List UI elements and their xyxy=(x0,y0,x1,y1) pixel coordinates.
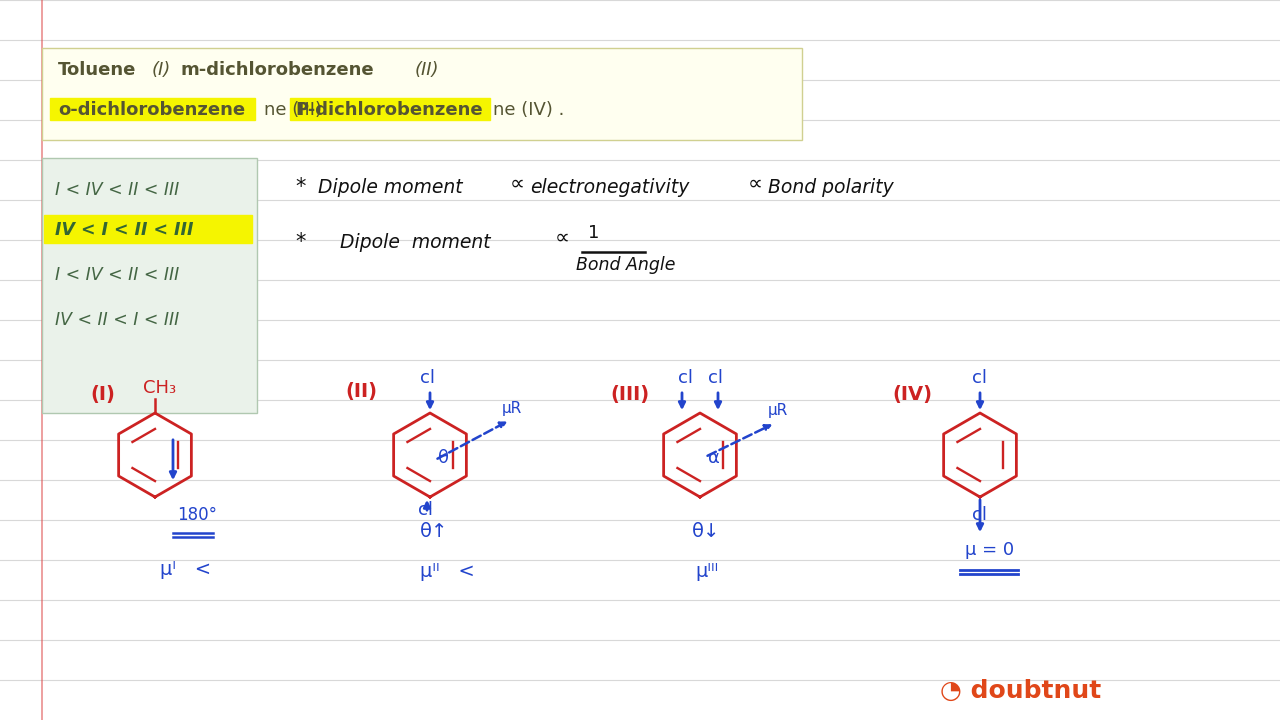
Bar xyxy=(50,98,255,120)
Text: μR: μR xyxy=(502,401,522,416)
Text: ne (IV) .: ne (IV) . xyxy=(493,101,564,119)
Text: μᴵᴵ   <: μᴵᴵ < xyxy=(420,562,475,581)
Text: (I): (I) xyxy=(90,385,115,404)
Text: (I): (I) xyxy=(152,61,172,79)
Text: cl: cl xyxy=(678,369,692,387)
Text: IV < I < II < III: IV < I < II < III xyxy=(55,221,193,239)
Text: ∝: ∝ xyxy=(748,174,763,194)
Text: IV < II < I < III: IV < II < I < III xyxy=(55,311,179,329)
Text: (III): (III) xyxy=(611,385,649,404)
Text: ∝: ∝ xyxy=(556,228,570,248)
Text: (II): (II) xyxy=(346,382,378,401)
Text: Dipole moment: Dipole moment xyxy=(317,178,462,197)
Text: cl: cl xyxy=(972,506,987,524)
Text: cl: cl xyxy=(972,369,987,387)
Text: (IV): (IV) xyxy=(892,385,932,404)
Text: I < IV < II < III: I < IV < II < III xyxy=(55,181,179,199)
Text: θ↓: θ↓ xyxy=(692,522,721,541)
Text: 1: 1 xyxy=(588,224,599,242)
Text: I < IV < II < III: I < IV < II < III xyxy=(55,266,179,284)
Text: CH₃: CH₃ xyxy=(143,379,177,397)
Text: Bond Angle: Bond Angle xyxy=(576,256,676,274)
Text: μᴵ   <: μᴵ < xyxy=(160,560,211,579)
Bar xyxy=(44,215,252,243)
Text: θ↑: θ↑ xyxy=(420,522,448,541)
Text: electronegativity: electronegativity xyxy=(530,178,690,197)
Text: μ = 0: μ = 0 xyxy=(965,541,1014,559)
Text: m-dichlorobenzene: m-dichlorobenzene xyxy=(180,61,374,79)
Text: cl: cl xyxy=(708,369,723,387)
Text: μᴵᴵᴵ: μᴵᴵᴵ xyxy=(695,562,718,581)
Text: *: * xyxy=(294,177,306,197)
Bar xyxy=(42,48,803,140)
Text: Dipole  moment: Dipole moment xyxy=(340,233,490,252)
Text: o-dichlorobenzene: o-dichlorobenzene xyxy=(58,101,246,119)
Text: Bond polarity: Bond polarity xyxy=(768,178,893,197)
Text: ∝: ∝ xyxy=(509,174,525,194)
Text: μR: μR xyxy=(768,403,788,418)
Bar xyxy=(291,98,490,120)
Text: (II): (II) xyxy=(415,61,439,79)
Text: cl: cl xyxy=(420,369,435,387)
Text: cl: cl xyxy=(419,501,433,519)
Text: *: * xyxy=(294,232,306,252)
Text: ne (III) .: ne (III) . xyxy=(264,101,334,119)
Bar xyxy=(42,158,257,413)
Text: 180°: 180° xyxy=(177,506,218,524)
Text: Toluene: Toluene xyxy=(58,61,137,79)
Text: θ: θ xyxy=(438,449,449,467)
Text: ◔ doubtnut: ◔ doubtnut xyxy=(940,679,1101,703)
Text: P-dichlorobenzene: P-dichlorobenzene xyxy=(294,101,483,119)
Text: α: α xyxy=(708,449,719,467)
